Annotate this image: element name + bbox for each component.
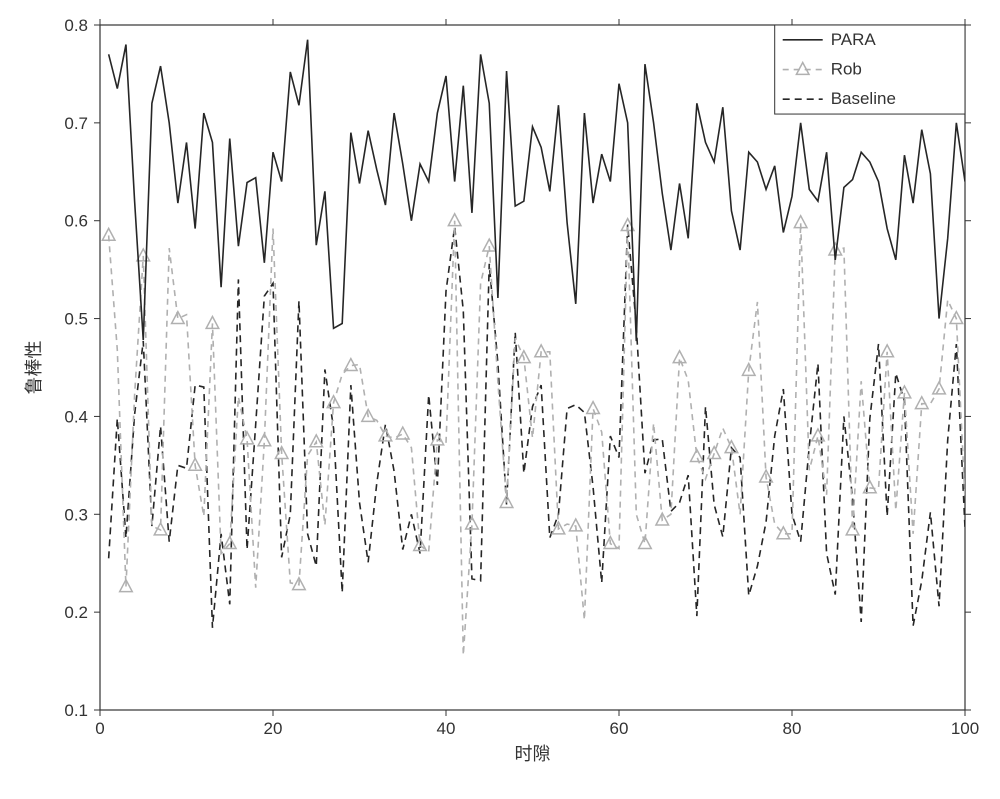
y-tick-label: 0.6 (64, 212, 88, 231)
marker-rob (915, 397, 928, 409)
chart-container: 0 20 40 60 80 100 0.1 0.2 0.3 0.4 0.5 0.6 0.7 0.8 时隙 鲁棒… (0, 0, 1000, 799)
y-tick-label: 0.3 (64, 505, 88, 524)
y-tick-label: 0.4 (64, 407, 88, 426)
legend-label-para: PARA (831, 30, 877, 49)
marker-rob (379, 429, 392, 441)
series-rob (109, 221, 965, 655)
x-tick-label: 80 (783, 719, 802, 738)
legend-label-rob: Rob (831, 60, 862, 79)
marker-rob (933, 382, 946, 394)
x-tick-label: 40 (437, 719, 456, 738)
x-tick-label: 20 (264, 719, 283, 738)
y-tick-label: 0.2 (64, 603, 88, 622)
y-tick-label: 0.5 (64, 310, 88, 329)
y-axis-label: 鲁棒性 (24, 341, 44, 395)
x-axis-label: 时隙 (515, 744, 551, 764)
y-tick-label: 0.8 (64, 16, 88, 35)
y-tick-label: 0.7 (64, 114, 88, 133)
legend-label-baseline: Baseline (831, 89, 896, 108)
x-tick-label: 0 (95, 719, 104, 738)
x-tick-label: 60 (610, 719, 629, 738)
x-tick-label: 100 (951, 719, 979, 738)
y-tick-label: 0.1 (64, 701, 88, 720)
line-chart: 0 20 40 60 80 100 0.1 0.2 0.3 0.4 0.5 0.6 0.7 0.8 时隙 鲁棒… (0, 0, 1000, 799)
marker-rob (154, 523, 167, 535)
marker-rob (864, 481, 877, 493)
marker-rob (396, 427, 409, 439)
legend: PARA Rob Baseline (775, 25, 965, 114)
marker-rob (587, 402, 600, 414)
